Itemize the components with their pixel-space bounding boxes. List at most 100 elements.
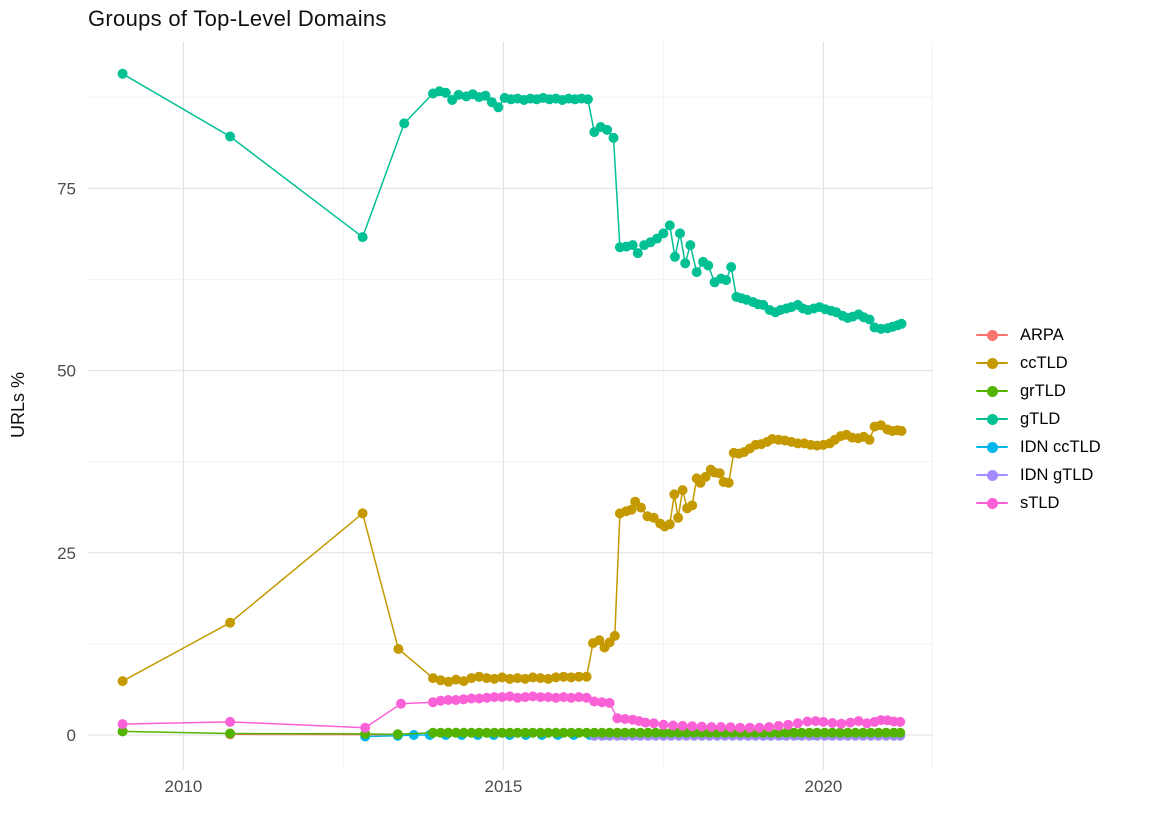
data-point: [627, 727, 638, 738]
y-axis-tick-label: 50: [57, 362, 76, 381]
data-point: [636, 502, 646, 513]
data-point: [357, 508, 368, 519]
data-point: [680, 258, 691, 269]
data-point: [627, 240, 638, 251]
data-point: [604, 727, 615, 738]
data-point: [435, 727, 446, 738]
data-point: [620, 727, 630, 738]
legend-key-dot: [986, 385, 998, 397]
data-point: [612, 727, 623, 738]
data-point: [566, 727, 577, 738]
legend-item-arpa: ARPA: [976, 321, 1101, 349]
data-point: [664, 220, 675, 231]
data-point: [504, 691, 515, 702]
data-point: [796, 727, 807, 738]
data-point: [691, 267, 702, 278]
data-point: [474, 727, 485, 738]
data-point: [117, 676, 128, 687]
minor-gridlines: [88, 42, 933, 770]
data-point: [609, 630, 620, 641]
data-point: [896, 318, 907, 329]
data-point: [673, 512, 684, 523]
series-gtld: [117, 68, 907, 334]
data-point: [550, 672, 561, 683]
data-point: [687, 721, 698, 732]
data-point: [810, 716, 821, 727]
data-point: [225, 728, 236, 739]
legend-item-gtld: gTLD: [976, 405, 1101, 433]
legend-key-icon: [976, 441, 1008, 453]
data-point: [677, 720, 688, 731]
legend-key-icon: [976, 469, 1008, 481]
data-point: [458, 676, 469, 687]
data-point: [512, 727, 523, 738]
data-point: [842, 727, 853, 738]
data-point: [225, 131, 236, 142]
data-point: [675, 228, 685, 239]
data-point: [535, 727, 546, 738]
data-point: [726, 262, 737, 272]
data-point: [428, 673, 438, 684]
data-point: [535, 673, 546, 684]
data-point: [527, 727, 538, 738]
data-point: [896, 426, 907, 436]
data-point: [643, 727, 653, 738]
data-point: [520, 673, 531, 684]
data-point: [827, 718, 838, 728]
data-point: [443, 676, 454, 687]
data-point: [566, 672, 577, 683]
y-axis-tick-label: 75: [57, 179, 76, 198]
data-point: [706, 722, 717, 732]
y-axis-tick-labels: 0 25 50 75: [57, 179, 76, 745]
data-point: [716, 722, 726, 732]
data-point: [594, 635, 605, 646]
data-point: [527, 672, 538, 683]
legend-key-icon: [976, 413, 1008, 425]
legend-key-dot: [986, 413, 998, 425]
x-axis-tick-label: 2010: [164, 777, 202, 796]
data-point: [827, 727, 838, 738]
data-point: [543, 673, 554, 684]
data-point: [735, 722, 746, 733]
data-point: [850, 727, 861, 738]
data-point: [443, 727, 454, 738]
data-point: [836, 718, 847, 729]
data-point: [558, 727, 569, 738]
data-point: [117, 719, 128, 730]
data-point: [493, 102, 504, 113]
data-point: [608, 132, 619, 143]
legend-item-grtld: grTLD: [976, 377, 1101, 405]
data-point: [558, 692, 569, 703]
data-point: [773, 720, 784, 731]
data-point: [581, 671, 592, 682]
legend-key-icon: [976, 497, 1008, 509]
data-point: [789, 727, 799, 738]
data-point: [881, 727, 892, 738]
data-point: [435, 695, 446, 706]
data-point: [754, 722, 765, 733]
data-point: [535, 692, 546, 703]
data-point: [604, 697, 615, 708]
data-point: [550, 692, 561, 703]
data-point: [804, 727, 815, 738]
data-point: [582, 94, 593, 105]
data-point: [458, 727, 469, 738]
series-stld: [117, 691, 906, 733]
data-point: [865, 727, 876, 738]
data-point: [573, 692, 584, 703]
data-point: [858, 727, 869, 738]
data-point: [581, 727, 592, 738]
data-point: [714, 468, 725, 479]
legend-key-dot: [986, 357, 998, 369]
data-point: [566, 692, 577, 703]
data-point: [443, 695, 454, 705]
x-axis-tick-label: 2015: [484, 777, 522, 796]
major-gridlines: [88, 42, 933, 770]
data-point: [474, 693, 485, 704]
data-point: [589, 696, 600, 707]
data-point: [360, 722, 371, 733]
data-point: [550, 727, 561, 738]
legend-item-cctld: ccTLD: [976, 349, 1101, 377]
data-point: [648, 718, 659, 729]
